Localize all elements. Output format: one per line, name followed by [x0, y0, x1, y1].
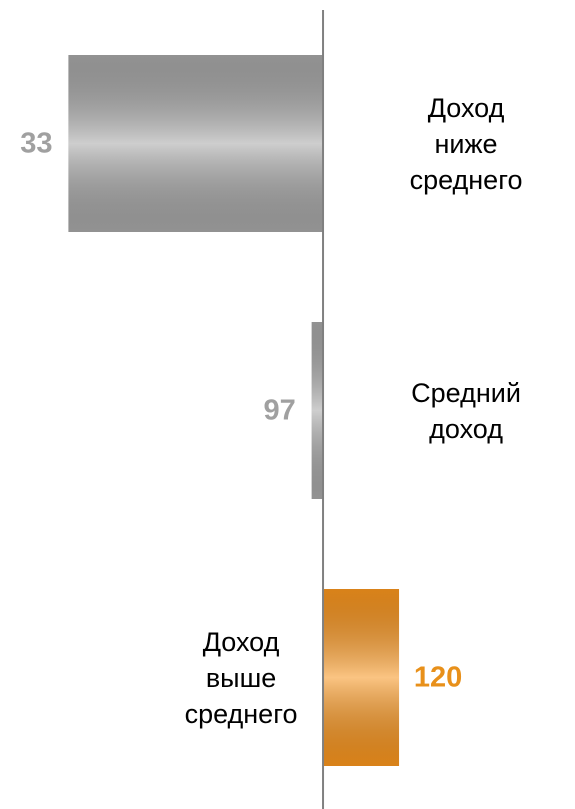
value-label: 97 — [263, 394, 296, 426]
bar-shade — [68, 55, 324, 232]
bar-shade — [311, 322, 324, 499]
category-label: Доход выше среднего — [184, 626, 298, 729]
category-label: Доход ниже среднего — [409, 92, 523, 195]
bar-shade — [323, 589, 400, 766]
value-label: 33 — [20, 127, 53, 159]
value-label: 120 — [413, 661, 463, 693]
category-label: Средний доход — [411, 377, 521, 444]
